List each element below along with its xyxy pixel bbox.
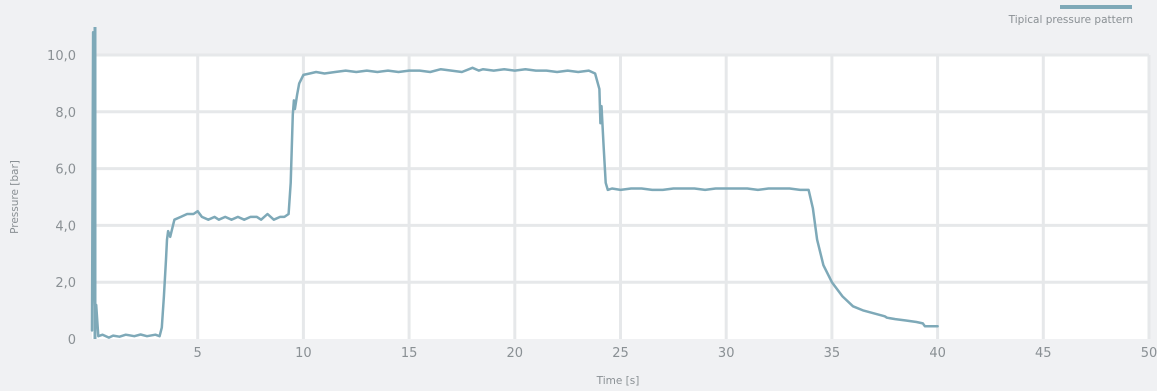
x-gridlines bbox=[196, 55, 1151, 339]
x-tick-label: 50 bbox=[1141, 346, 1157, 361]
y-tick-label: 0 bbox=[68, 333, 76, 348]
y-axis-title: Pressure [bar] bbox=[9, 160, 21, 234]
x-tick-labels: 5 10 15 20 25 30 35 40 45 50 bbox=[194, 346, 1157, 361]
x-tick-label: 25 bbox=[612, 346, 629, 361]
y-tick-label: 2,0 bbox=[55, 276, 76, 291]
x-tick-label: 20 bbox=[507, 346, 524, 361]
x-tick-label: 30 bbox=[718, 346, 735, 361]
x-tick-label: 15 bbox=[401, 346, 418, 361]
y-tick-label: 8,0 bbox=[55, 106, 76, 121]
y-tick-labels: 0 2,0 4,0 6,0 8,0 10,0 bbox=[47, 49, 76, 348]
y-tick-label: 6,0 bbox=[55, 163, 76, 178]
y-tick-label: 10,0 bbox=[47, 49, 76, 64]
legend-label: Tipical pressure pattern bbox=[1008, 14, 1133, 26]
x-tick-label: 10 bbox=[295, 346, 312, 361]
pressure-series-line bbox=[90, 31, 939, 339]
x-tick-label: 35 bbox=[824, 346, 841, 361]
y-tick-label: 4,0 bbox=[55, 219, 76, 234]
x-tick-label: 40 bbox=[929, 346, 946, 361]
series-layer bbox=[90, 31, 939, 339]
x-tick-label: 45 bbox=[1035, 346, 1052, 361]
x-axis-title: Time [s] bbox=[596, 375, 640, 387]
x-tick-label: 5 bbox=[194, 346, 202, 361]
